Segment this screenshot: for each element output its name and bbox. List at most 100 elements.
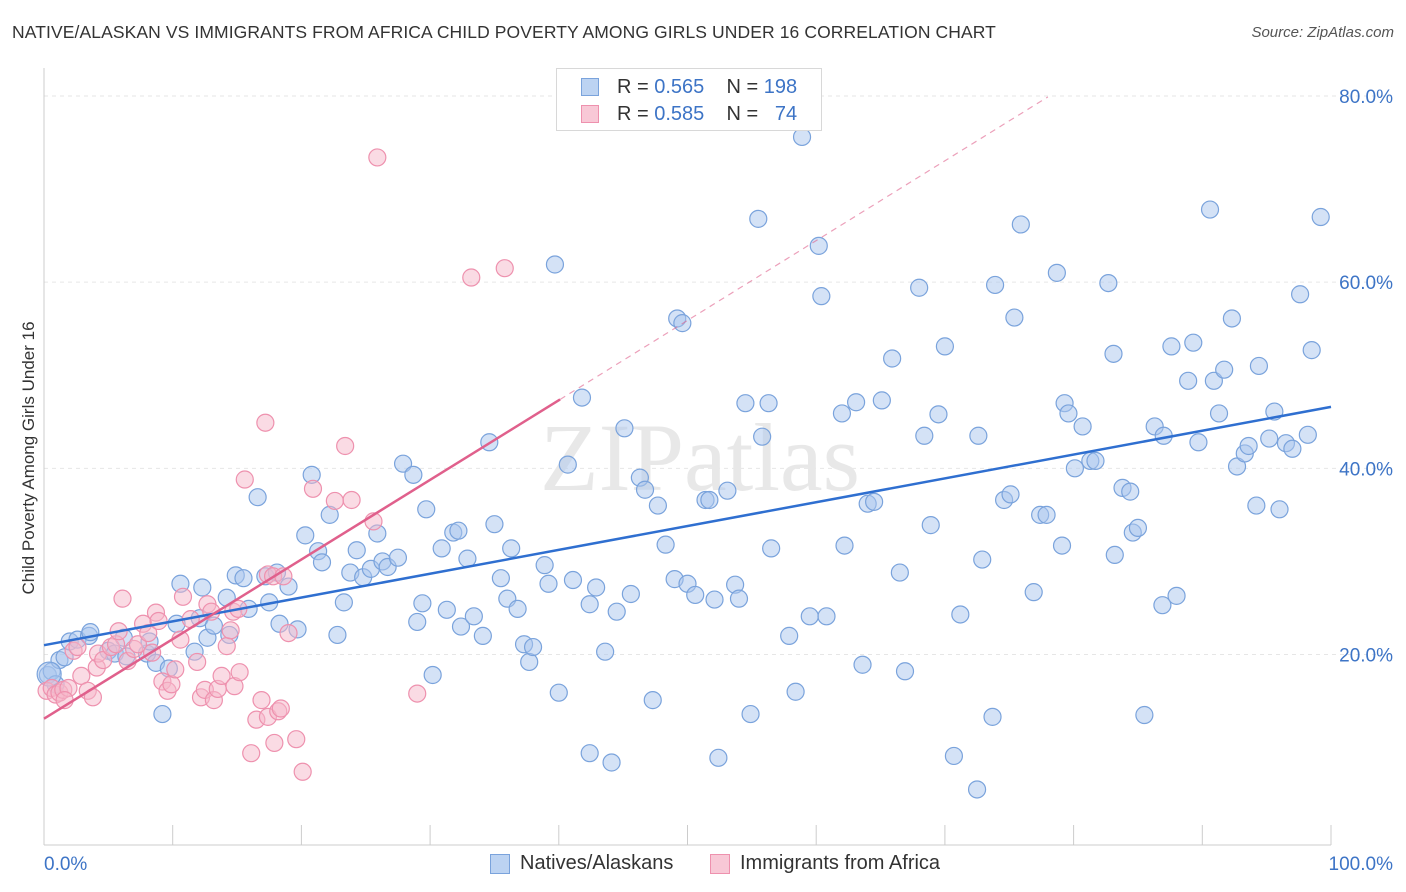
data-point xyxy=(234,569,253,588)
data-point xyxy=(602,753,621,772)
legend-swatch-pink xyxy=(581,105,599,123)
data-point xyxy=(432,539,451,558)
data-point xyxy=(635,480,655,499)
data-point xyxy=(1099,273,1118,293)
r-label: R = xyxy=(617,76,649,98)
data-point xyxy=(423,665,442,685)
data-point xyxy=(792,127,812,147)
data-point xyxy=(615,419,634,438)
grid-lines xyxy=(44,95,1392,655)
data-point xyxy=(817,607,836,626)
data-point xyxy=(1024,583,1043,602)
data-point xyxy=(221,621,240,640)
r-value: 0.565 xyxy=(654,76,705,98)
data-point xyxy=(643,691,662,710)
x-tick-label: 0.0% xyxy=(44,854,87,875)
data-point xyxy=(929,405,948,424)
data-point xyxy=(279,623,298,643)
data-point xyxy=(1179,371,1198,390)
data-point xyxy=(408,612,427,632)
data-point xyxy=(686,585,705,605)
data-point xyxy=(812,287,831,306)
trend-lines xyxy=(43,96,1332,720)
data-point xyxy=(342,490,361,510)
r-value: 0.585 xyxy=(654,103,705,125)
data-point xyxy=(328,625,347,645)
data-point xyxy=(128,635,148,654)
data-point xyxy=(558,455,577,474)
data-point xyxy=(417,500,436,519)
data-point xyxy=(1128,518,1148,538)
data-point xyxy=(1167,586,1186,605)
data-point xyxy=(700,490,719,510)
n-value: 198 xyxy=(763,76,798,98)
data-point xyxy=(910,278,929,297)
data-point xyxy=(296,526,315,545)
data-point xyxy=(935,337,955,356)
chart-title: NATIVE/ALASKAN VS IMMIGRANTS FROM AFRICA… xyxy=(12,22,996,42)
legend-label: Immigrants from Africa xyxy=(740,852,941,874)
data-point xyxy=(832,404,852,423)
r-label: R = xyxy=(617,103,649,125)
y-tick-label: 60.0% xyxy=(1339,273,1393,294)
axes xyxy=(43,68,1332,846)
n-value: 74 xyxy=(774,103,798,125)
data-point xyxy=(303,479,323,498)
data-point xyxy=(495,259,514,278)
data-point xyxy=(1209,404,1229,423)
data-point xyxy=(535,556,554,575)
data-point xyxy=(835,536,854,555)
data-point xyxy=(413,594,432,613)
trend-line-natives xyxy=(43,405,1332,647)
data-point xyxy=(1086,451,1105,470)
data-point xyxy=(705,590,724,609)
data-point xyxy=(347,541,366,560)
data-point xyxy=(1222,309,1242,328)
data-point xyxy=(580,744,599,763)
data-point xyxy=(865,492,884,511)
data-point xyxy=(1200,200,1220,219)
data-point xyxy=(736,394,755,413)
trend-line-africa xyxy=(43,398,561,720)
data-point xyxy=(729,589,749,608)
data-point xyxy=(437,600,456,619)
data-point xyxy=(1239,436,1258,456)
data-point xyxy=(621,584,640,604)
data-point xyxy=(451,617,471,636)
data-point xyxy=(162,675,181,694)
data-point xyxy=(212,666,231,686)
data-point xyxy=(587,578,606,597)
data-point xyxy=(563,570,583,590)
legend-swatch-blue xyxy=(581,78,599,96)
data-point xyxy=(1001,485,1020,504)
data-point xyxy=(462,268,481,287)
data-point xyxy=(523,637,543,657)
x-tick-label: 100.0% xyxy=(1329,854,1394,875)
data-point xyxy=(1065,459,1084,478)
data-point xyxy=(759,394,778,413)
data-point xyxy=(1059,404,1078,423)
data-point xyxy=(188,652,207,672)
data-point xyxy=(1291,285,1310,304)
data-point xyxy=(921,516,940,535)
data-point xyxy=(368,148,387,167)
data-point xyxy=(388,548,408,567)
data-point xyxy=(193,578,212,597)
data-point xyxy=(572,388,592,407)
y-tick-label: 40.0% xyxy=(1339,459,1393,480)
data-point xyxy=(1135,705,1154,725)
data-point xyxy=(1121,482,1140,501)
data-point xyxy=(718,481,737,500)
data-point xyxy=(153,704,172,724)
y-tick-label: 20.0% xyxy=(1339,646,1393,667)
series-immigrants-from-africa xyxy=(37,148,514,781)
data-point xyxy=(252,691,271,710)
data-point xyxy=(951,605,970,624)
data-point xyxy=(393,454,413,473)
data-point xyxy=(173,587,193,606)
data-point xyxy=(983,707,1002,726)
data-point xyxy=(287,730,306,749)
data-point xyxy=(1215,360,1234,379)
data-point xyxy=(853,655,872,674)
